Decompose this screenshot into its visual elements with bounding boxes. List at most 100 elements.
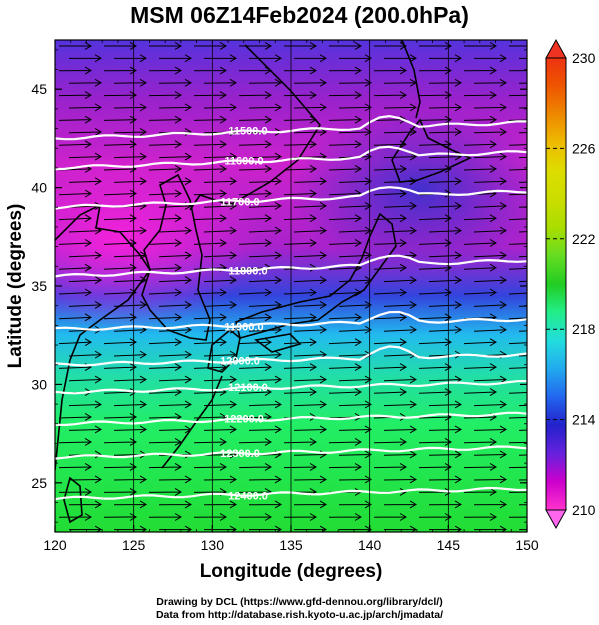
wind-arrow [508,416,527,419]
wind-arrow [383,375,417,384]
wind-arrow [283,214,317,223]
wind-arrow [103,42,137,50]
korea-coastline [141,173,211,341]
wind-arrow [338,103,372,112]
wind-arrow [518,57,527,59]
wind-arrow [203,54,237,63]
wind-arrow [428,128,462,136]
wind-arrow [113,103,147,112]
wind-arrow [473,500,507,509]
wind-arrow [373,313,407,322]
wind-arrow [328,214,362,223]
wind-arrow [158,78,192,87]
wind-arrow [463,239,497,247]
wind-arrow [293,325,327,334]
y-axis-ticks: 25 30 35 40 45 [31,49,527,523]
wind-arrow [103,263,137,272]
wind-arrow [238,189,272,198]
wind-arrow [68,103,102,112]
wind-arrow [58,42,92,50]
wind-arrow [328,388,362,396]
wind-arrow [238,239,272,247]
wind-arrow [283,239,317,247]
colorbar-tick-label: 226 [572,140,596,156]
wind-arrow [248,78,282,87]
wind-arrow [463,42,497,50]
colorbar-tick-label: 210 [572,502,596,518]
wind-arrow [148,288,182,297]
wind-arrow [418,313,452,322]
wind-arrow [148,66,182,75]
wind-arrow [518,107,527,109]
wind-arrow [463,388,497,396]
wind-arrow [518,330,527,332]
wind-arrow [328,239,362,247]
wind-arrow [473,78,507,87]
wind-arrow [113,425,147,434]
wind-arrow [508,193,527,196]
wind-arrow [293,54,327,63]
wind-arrow [473,475,507,484]
wind-arrow [373,66,407,75]
wind-arrow [518,255,527,258]
credit-drawing: Drawing by DCL (https://www.gfd-dennou.o… [156,596,443,608]
wind-arrow [418,438,452,446]
contour-label: 12200.0 [224,414,264,426]
wind-arrow [283,66,317,75]
wind-arrow [248,103,282,112]
wind-arrow [463,513,497,521]
wind-arrow [148,463,182,471]
wind-arrow [113,400,147,409]
wind-arrow [238,288,272,297]
wind-arrow [518,132,527,134]
wind-arrow [383,103,417,112]
wind-arrow [103,140,137,149]
wind-arrow [58,91,92,100]
wind-arrow [58,288,92,297]
x-axis-label: Longitude (degrees) [200,561,383,582]
wind-arrow [158,325,192,334]
wind-arrow [418,115,452,124]
wind-arrow [248,400,282,409]
wind-arrow [103,438,137,446]
wind-arrow [193,214,227,223]
wind-arrow [373,189,407,198]
wind-arrow [148,263,182,272]
wind-arrow [418,388,452,396]
wind-arrow [373,338,407,347]
wind-arrow [418,91,452,100]
colorbar-tick-label: 222 [572,231,596,247]
y-tick-label: 25 [31,475,47,491]
wind-arrow [238,363,272,372]
wind-arrow [148,214,182,223]
wind-arrow [338,177,372,186]
wind-arrow [283,140,317,149]
wind-arrow [428,400,462,409]
wind-arrow [238,140,272,149]
contour-label: 11600.0 [224,156,263,168]
wind-arrow [383,475,417,484]
wind-arrow [103,413,137,421]
wind-arrow [293,226,327,235]
wind-arrow [463,115,497,124]
wind-arrow [113,375,147,384]
wind-arrow [148,488,182,496]
wind-arrow [428,103,462,112]
wind-arrow [103,189,137,198]
wind-arrow [148,313,182,322]
wind-arrow [203,425,237,434]
wind-arrow [328,463,362,471]
wind-arrow [68,375,102,384]
wind-arrow [328,164,362,173]
wind-arrow [473,450,507,459]
contour-label: 12400.0 [228,491,268,503]
blue-shading [290,110,527,270]
wind-arrow [418,338,452,347]
wind-arrow [113,177,147,186]
wind-arrow [293,276,327,285]
wind-arrow [103,513,137,521]
wind-arrow [373,42,407,50]
wind-arrow [338,400,372,409]
wind-arrow [328,115,362,124]
colorbar-min-arrow [545,509,567,530]
